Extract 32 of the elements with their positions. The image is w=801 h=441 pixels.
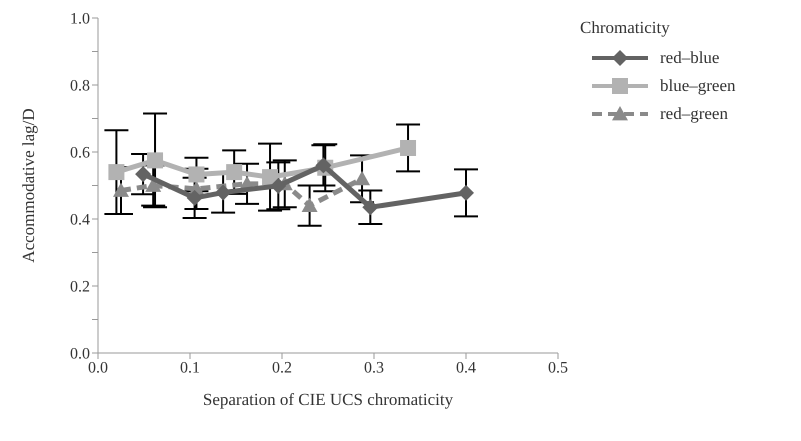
point xyxy=(188,166,204,182)
x-tick-label: 0.1 xyxy=(180,359,200,376)
x-tick-label: 0.4 xyxy=(456,359,476,376)
y-tick-label: 1.0 xyxy=(70,10,90,28)
point xyxy=(362,199,378,216)
point xyxy=(302,198,318,212)
y-tick-label: 0.8 xyxy=(70,78,90,95)
point xyxy=(186,190,203,206)
x-tick-label: 0.3 xyxy=(364,359,384,376)
x-tick-label: 0.5 xyxy=(548,359,568,376)
point xyxy=(215,184,232,201)
y-axis-title: Accommodative lag/D xyxy=(19,108,38,263)
legend-title: Chromaticity xyxy=(580,18,671,38)
x-axis-title: Separation of CIE UCS chromaticity xyxy=(202,390,454,409)
point xyxy=(108,164,124,180)
point xyxy=(458,184,474,201)
y-tick-label: 0.4 xyxy=(70,212,90,229)
legend-label: blue–green xyxy=(660,76,736,96)
legend-label: red–blue xyxy=(660,48,720,68)
point xyxy=(226,164,242,180)
y-tick-label: 0.0 xyxy=(70,346,90,363)
point xyxy=(113,182,129,197)
y-tick-label: 0.2 xyxy=(70,278,90,296)
point xyxy=(400,140,416,156)
y-tick-label: 0.6 xyxy=(70,144,90,162)
point xyxy=(354,170,370,186)
x-tick-label: 0.2 xyxy=(272,359,292,376)
legend-label: red–green xyxy=(660,104,728,124)
point xyxy=(270,178,286,194)
x-tick-label: 0.0 xyxy=(88,359,108,376)
point xyxy=(147,152,164,168)
point xyxy=(135,166,152,182)
